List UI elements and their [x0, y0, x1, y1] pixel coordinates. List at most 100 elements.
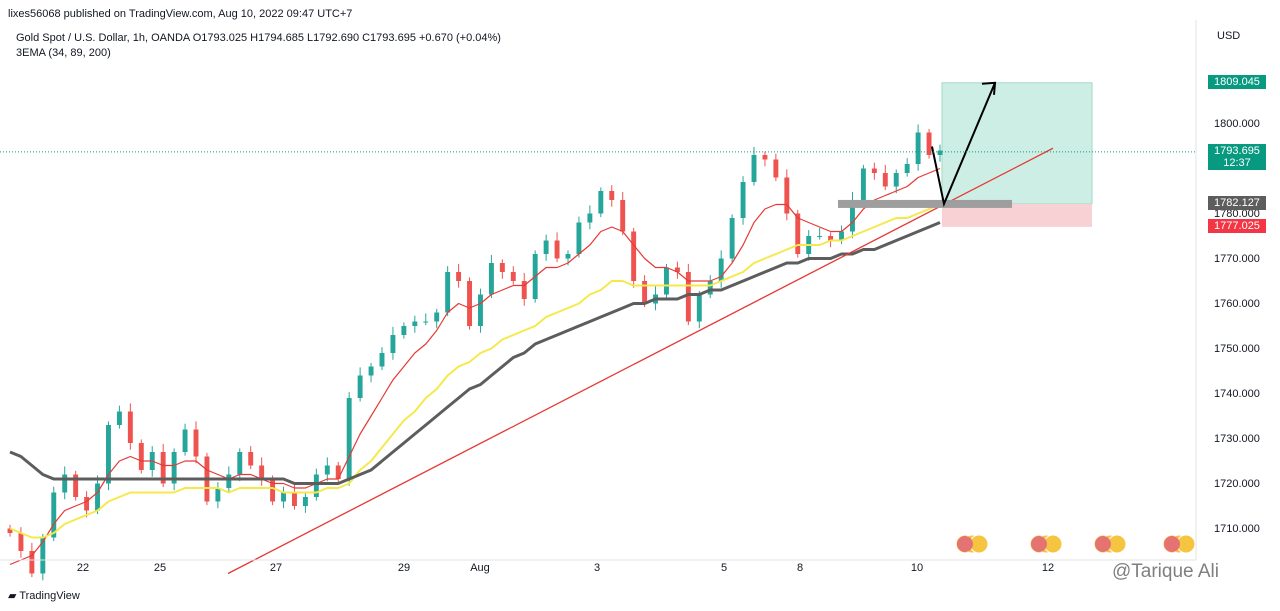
- event-icons[interactable]: [955, 534, 1196, 554]
- candle: [664, 263, 669, 299]
- candle-body: [871, 168, 877, 173]
- candle: [784, 169, 790, 221]
- y-tick-label: 1750.000: [1214, 342, 1260, 355]
- candle: [390, 326, 396, 360]
- candle: [937, 144, 943, 162]
- candle-body: [182, 429, 188, 452]
- candle: [138, 439, 144, 474]
- publish-info: lixes56068 published on TradingView.com,…: [8, 8, 353, 20]
- candle: [434, 308, 440, 329]
- candle-body: [937, 150, 943, 155]
- candle-body: [434, 312, 440, 322]
- entry-marker: [838, 199, 1012, 208]
- candle: [467, 277, 472, 330]
- candle: [609, 185, 615, 207]
- candle-body: [576, 222, 582, 254]
- candle-body: [368, 366, 374, 376]
- candle: [182, 423, 188, 456]
- candle: [576, 216, 582, 258]
- candle-body: [554, 240, 560, 259]
- candle: [302, 493, 308, 513]
- us-flag-icon: [957, 536, 973, 552]
- candle-body: [467, 281, 472, 326]
- x-tick-label: 27: [269, 562, 283, 574]
- us-flag-icon: [1031, 536, 1047, 552]
- candle: [84, 491, 90, 518]
- candle-body: [226, 474, 232, 488]
- position-zones: [941, 82, 1093, 227]
- currency-label[interactable]: USD: [1217, 30, 1241, 42]
- candle: [740, 176, 746, 225]
- candle-body: [762, 155, 768, 160]
- candle-body: [335, 465, 341, 479]
- candle: [357, 367, 363, 402]
- candle-body: [40, 537, 46, 574]
- x-tick-label: 3: [593, 562, 601, 574]
- candle: [73, 470, 79, 501]
- y-tick-label: 1800.000: [1214, 117, 1260, 130]
- candle-body: [248, 452, 254, 466]
- x-tick-label: 22: [76, 562, 90, 574]
- candle: [882, 164, 888, 191]
- candle: [456, 263, 462, 288]
- x-tick-label: 10: [910, 562, 924, 574]
- candle-body: [478, 294, 483, 326]
- candles: [7, 124, 943, 581]
- candle-body: [729, 218, 735, 259]
- price-tag: 1809.045: [1208, 74, 1266, 89]
- tradingview-logo-text: TradingView: [19, 590, 80, 602]
- x-tick-label: 8: [796, 562, 804, 574]
- candle: [412, 315, 418, 333]
- candle: [860, 164, 866, 204]
- candle: [423, 313, 429, 326]
- candle: [521, 272, 527, 306]
- candle: [915, 124, 921, 171]
- candle-body: [456, 272, 462, 281]
- candle: [281, 486, 286, 509]
- candle: [368, 362, 374, 383]
- candle: [554, 232, 560, 263]
- candle: [127, 403, 133, 450]
- loss-zone: [942, 203, 1092, 227]
- candle-body: [696, 294, 702, 322]
- candle-body: [62, 474, 68, 493]
- candle-body: [84, 497, 90, 511]
- candle: [543, 234, 549, 261]
- ema-lines: [9, 167, 941, 566]
- candle: [751, 146, 757, 186]
- candle-body: [664, 267, 669, 295]
- candle: [871, 162, 877, 180]
- candle: [729, 214, 735, 263]
- candle: [707, 275, 713, 299]
- candle-body: [346, 398, 352, 479]
- candle-body: [609, 191, 615, 200]
- candle-body: [915, 132, 921, 164]
- tradingview-logo-icon: ▰: [8, 590, 20, 602]
- indicator-legend[interactable]: 3EMA (34, 89, 200): [16, 47, 111, 59]
- symbol-legend[interactable]: Gold Spot / U.S. Dollar, 1h, OANDA O1793…: [16, 32, 501, 44]
- candle-body: [521, 281, 527, 299]
- candle: [926, 128, 932, 159]
- candle: [346, 392, 352, 486]
- y-tick-label: 1770.000: [1214, 252, 1260, 265]
- candle-body: [281, 492, 286, 502]
- candle-body: [18, 533, 24, 551]
- candle-body: [292, 492, 297, 506]
- us-flag-icon: [1095, 536, 1111, 552]
- candle-body: [412, 321, 418, 326]
- trendline: [227, 147, 1054, 575]
- candle-body: [138, 443, 144, 470]
- candle: [7, 524, 13, 537]
- arrow-head-icon: [981, 81, 997, 95]
- candle-body: [259, 465, 265, 479]
- candle-body: [565, 254, 571, 259]
- candle-body: [893, 173, 899, 187]
- x-tick-label: 29: [397, 562, 411, 574]
- candle-body: [445, 272, 451, 313]
- candle-body: [828, 236, 834, 241]
- tradingview-logo[interactable]: ▰ TradingView: [8, 589, 80, 602]
- x-tick-label: Aug: [470, 562, 490, 574]
- candle: [499, 259, 505, 279]
- candle: [478, 288, 483, 333]
